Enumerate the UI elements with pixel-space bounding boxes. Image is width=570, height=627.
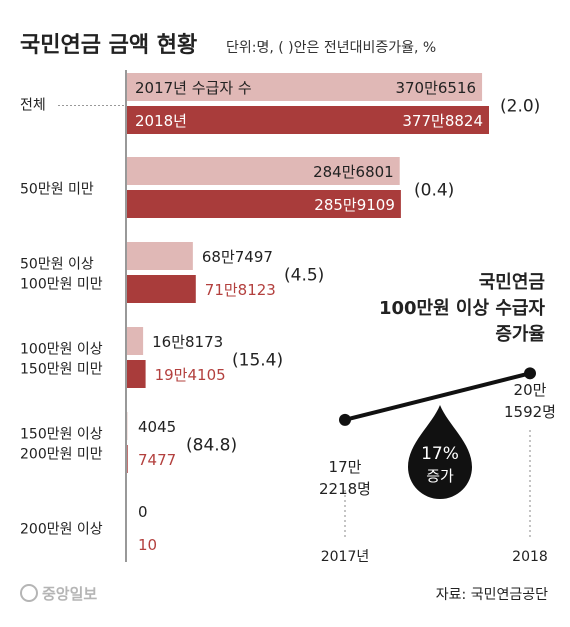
category-label: 150만원 이상 (20, 427, 103, 443)
logo-icon (20, 584, 38, 602)
category-label: 전체 (20, 98, 46, 114)
bar-chart: 전체 370만6516 2017년 수급자 수 377만8824 2018년 (2.0) 5… (20, 73, 540, 558)
line-chart-title: 증가율 (495, 324, 545, 345)
data-label: 7477 (138, 451, 176, 469)
category-label: 200만원 이상 (20, 522, 103, 538)
data-label: 0 (138, 503, 148, 521)
bar (127, 242, 193, 270)
growth-rate-label: (2.0) (500, 97, 540, 117)
line-chart-title: 국민연금 (479, 272, 545, 293)
drop-callout-icon (408, 405, 472, 499)
source-note: 자료: 국민연금공단 (436, 587, 548, 603)
callout-text: 증가 (426, 467, 454, 485)
growth-rate-label: (15.4) (232, 351, 283, 371)
series-label: 2018년 (135, 112, 187, 130)
data-label: 4045 (138, 418, 176, 436)
data-point (339, 413, 351, 426)
category-label: 50만원 이상 (20, 257, 94, 273)
bar (127, 360, 146, 388)
category-label: 100만원 미만 (20, 277, 103, 293)
data-label: 284만6801 (313, 163, 394, 181)
bar (127, 445, 128, 473)
data-label: 16만8173 (152, 333, 223, 351)
logo: 중앙일보 (20, 584, 97, 603)
point-value-label: 17만 (329, 458, 362, 476)
data-label: 10 (138, 536, 157, 554)
callout-text: 17% (421, 444, 459, 464)
category-label: 150만원 미만 (20, 362, 103, 378)
category-label: 50만원 미만 (20, 182, 94, 198)
data-label: 377만8824 (402, 112, 483, 130)
series-line (344, 371, 531, 422)
bar (127, 190, 401, 218)
category-label: 100만원 이상 (20, 342, 103, 358)
x-tick-label: 2017년 (321, 549, 370, 565)
unit-note: 단위:명, ( )안은 전년대비증가율, % (226, 40, 436, 56)
series-label: 2017년 수급자 수 (135, 79, 252, 97)
category-label: 200만원 미만 (20, 447, 103, 463)
data-label: 71만8123 (205, 281, 276, 299)
bar (127, 327, 144, 355)
bar (127, 275, 196, 303)
data-label: 19만4105 (155, 366, 226, 384)
point-value-label: 2218명 (319, 480, 371, 498)
chart-title: 국민연금 금액 현황 (20, 33, 197, 58)
growth-rate-label: (4.5) (284, 266, 324, 286)
point-value-label: 20만 (514, 381, 547, 399)
logo-text: 중앙일보 (42, 585, 97, 603)
line-chart-title: 100만원 이상 수급자 (379, 298, 545, 319)
point-value-label: 1592명 (504, 403, 556, 421)
bar (127, 157, 400, 185)
data-label: 370만6516 (395, 79, 476, 97)
data-label: 285만9109 (314, 196, 395, 214)
growth-rate-label: (0.4) (414, 181, 454, 201)
growth-rate-label: (84.8) (186, 436, 237, 456)
bar (127, 106, 489, 134)
data-point (524, 367, 536, 380)
bar (127, 73, 483, 101)
data-label: 68만7497 (202, 248, 273, 266)
x-tick-label: 2018 (512, 549, 548, 565)
